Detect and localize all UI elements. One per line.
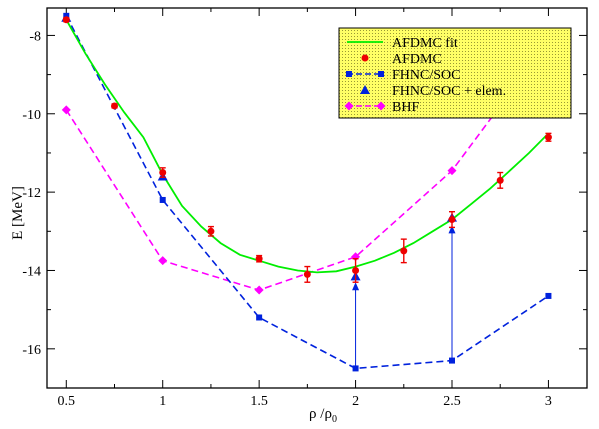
y-tick-label: -12	[22, 186, 41, 201]
plot-frame	[46, 7, 588, 389]
legend-swatch-marker	[376, 101, 386, 111]
legend-swatch-marker	[344, 101, 354, 111]
x-tick-label: 3	[545, 394, 552, 409]
y-tick-label: -8	[29, 29, 41, 44]
correction-arrow-head	[448, 225, 456, 234]
legend-swatch-marker	[346, 71, 352, 77]
afdmc-point	[448, 216, 456, 224]
y-axis-label: E [MeV]	[10, 186, 26, 240]
fhnc-soc-point	[256, 314, 263, 321]
x-tick-label: 2.5	[443, 394, 461, 409]
x-tick-label: 0.5	[58, 394, 76, 409]
legend-entry-label: AFDMC fit	[392, 36, 458, 51]
y-tick-label: -10	[22, 108, 41, 123]
legend-swatch-afdmc	[361, 54, 369, 62]
legend-entry-label: FHNC/SOC + elem.	[392, 84, 506, 99]
bhf-point	[61, 105, 71, 115]
afdmc-point	[544, 133, 552, 141]
fhnc-soc-point	[159, 196, 166, 203]
y-tick-label: -14	[22, 264, 41, 279]
afdmc-point	[400, 247, 408, 255]
series-line-fhnc-soc	[65, 15, 549, 370]
afdmc-point	[207, 227, 215, 235]
bhf-point	[254, 285, 264, 295]
legend-entry-label: BHF	[392, 100, 419, 115]
x-tick-label: 1.5	[250, 394, 268, 409]
afdmc-point	[159, 169, 167, 177]
legend-entry-label: FHNC/SOC	[392, 68, 460, 83]
bhf-point	[158, 256, 168, 266]
fhnc-soc-point	[545, 292, 552, 299]
x-tick-label: 1	[159, 394, 166, 409]
afdmc-point	[62, 16, 70, 24]
afdmc-point	[303, 270, 311, 278]
plot-border	[46, 7, 588, 389]
x-axis-label-main: ρ /ρ	[309, 406, 332, 422]
afdmc-point	[352, 266, 360, 274]
afdmc-point	[496, 176, 504, 184]
axis-labels: E [MeV] ρ /ρ0	[10, 186, 337, 425]
x-axis-label: ρ /ρ0	[309, 406, 337, 425]
x-tick-label: 2	[352, 394, 359, 409]
y-tick-label: -16	[22, 343, 41, 358]
legend-swatch-fhnc-soc-elem	[360, 85, 370, 94]
correction-arrow-head	[352, 282, 360, 291]
legend-swatch-marker	[378, 71, 384, 77]
axis-ticks: 0.5 1 1.5 2 2.5 3 -16 -14 -12 -10 -8	[22, 8, 587, 409]
x-axis-label-subscript: 0	[332, 414, 337, 425]
series-layer	[61, 12, 553, 372]
bhf-point	[447, 166, 457, 176]
afdmc-point	[111, 102, 118, 110]
legend-entry-label: AFDMC	[392, 52, 442, 67]
legend-box	[338, 27, 572, 119]
afdmc-point	[255, 255, 263, 263]
